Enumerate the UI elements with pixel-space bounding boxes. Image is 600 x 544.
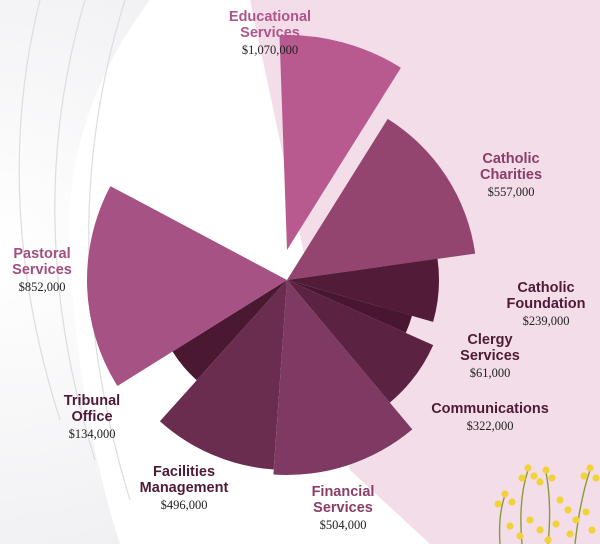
wedge-educational-services [279, 34, 401, 251]
slice-name-educational-services: Services [240, 25, 300, 41]
flower-blossom [530, 472, 538, 480]
flower-blossom [544, 536, 552, 544]
flower-blossom [494, 500, 502, 508]
slice-value-communications: $322,000 [467, 419, 514, 433]
slice-name-tribunal-office: Office [71, 409, 112, 425]
flower-blossom [542, 466, 550, 474]
flower-blossom [506, 522, 514, 530]
flower-blossom [536, 478, 544, 486]
slice-name-facilities-management: Management [140, 480, 229, 496]
flower-blossom [501, 490, 509, 498]
slice-name-facilities-management: Facilities [153, 464, 215, 480]
slice-value-educational-services: $1,070,000 [242, 43, 298, 57]
flower-blossom [592, 474, 600, 482]
slice-value-tribunal-office: $134,000 [69, 427, 116, 441]
wedge-tribunal-office [172, 280, 287, 381]
slice-name-financial-services: Financial [312, 484, 375, 500]
flower-blossom [566, 530, 574, 538]
slice-value-clergy-services: $61,000 [470, 366, 511, 380]
wedge-clergy-services [287, 280, 412, 333]
slice-name-financial-services: Services [313, 500, 373, 516]
flower-decoration [494, 464, 600, 544]
slice-name-clergy-services: Services [460, 348, 520, 364]
flower-stem [498, 494, 506, 544]
slice-name-pastoral-services: Services [12, 262, 72, 278]
slice-name-pastoral-services: Pastoral [13, 246, 70, 262]
flower-stem [574, 469, 591, 544]
slice-label-communications: Communications $322,000 [431, 401, 549, 433]
slice-value-catholic-charities: $557,000 [488, 185, 535, 199]
flower-blossom [588, 526, 596, 534]
wedge-layer [86, 34, 476, 475]
wedge-financial-services [273, 280, 413, 475]
slice-value-catholic-foundation: $239,000 [523, 314, 570, 328]
slice-name-educational-services: Educational [229, 9, 311, 25]
decor-arc-lines [18, 0, 131, 501]
wedge-facilities-management [159, 280, 287, 470]
wedge-catholic-charities [287, 118, 476, 281]
flower-blossom [518, 474, 526, 482]
flower-blossom [536, 526, 544, 534]
flower-blossom [552, 520, 560, 528]
wedge-communications [287, 280, 434, 403]
slice-value-financial-services: $504,000 [320, 518, 367, 532]
label-layer: EducationalServices$1,070,000CatholicCha… [12, 9, 585, 532]
slice-name-tribunal-office: Tribunal [64, 393, 120, 409]
slice-name-catholic-charities: Catholic [482, 151, 539, 167]
slice-name-communications: Communications [431, 401, 549, 417]
wedge-pastoral-services [86, 186, 287, 386]
flower-blossom [524, 464, 532, 472]
flower-blossom [526, 516, 534, 524]
flower-blossom [564, 506, 572, 514]
flower-blossom [548, 474, 556, 482]
decor-arc-area [0, 0, 150, 544]
wedge-catholic-foundation [287, 258, 439, 322]
flower-blossom [508, 498, 516, 506]
slice-name-catholic-charities: Charities [480, 167, 542, 183]
slice-name-catholic-foundation: Catholic [517, 280, 574, 296]
slice-value-pastoral-services: $852,000 [19, 280, 66, 294]
flower-blossom [580, 472, 588, 480]
slice-name-clergy-services: Clergy [467, 332, 512, 348]
flower-blossom [556, 496, 564, 504]
flower-blossom [572, 516, 580, 524]
slice-name-catholic-foundation: Foundation [507, 296, 586, 312]
slice-value-facilities-management: $496,000 [161, 498, 208, 512]
flower-blossom [586, 464, 594, 472]
flower-blossom [516, 532, 524, 540]
flower-blossom [582, 508, 590, 516]
